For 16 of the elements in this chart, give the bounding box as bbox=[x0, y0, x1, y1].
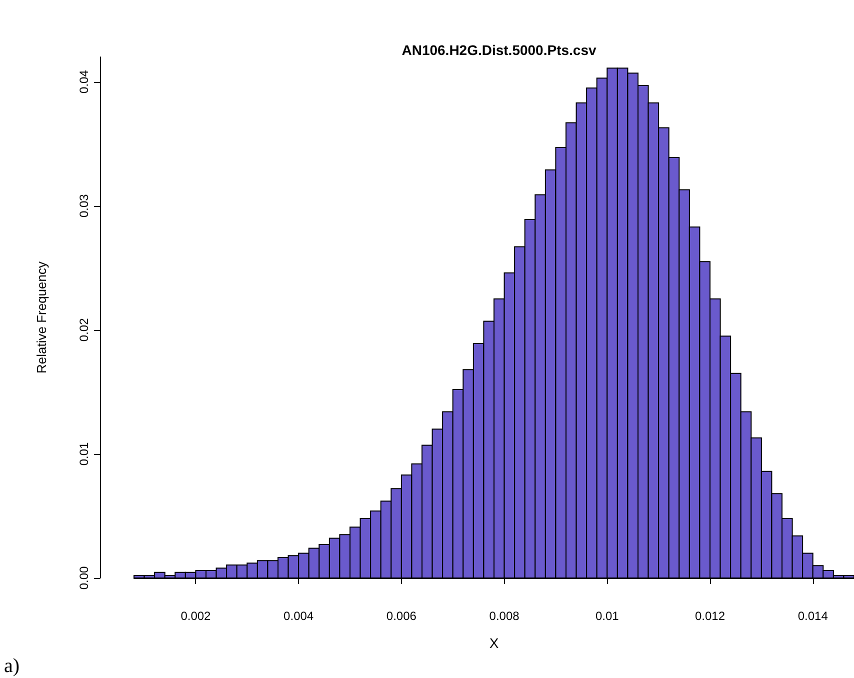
y-tick-label: 0.00 bbox=[77, 566, 91, 590]
text: a) bbox=[4, 655, 20, 677]
x-tick-label: 0.014 bbox=[798, 609, 828, 623]
x-tick-label: 0.004 bbox=[284, 609, 314, 623]
y-tick-label: 0.04 bbox=[77, 70, 91, 94]
y-tick-label: 0.02 bbox=[77, 318, 91, 342]
x-axis-title: X bbox=[489, 635, 500, 651]
y-tick-label: 0.03 bbox=[77, 194, 91, 218]
x-tick-label: 0.01 bbox=[595, 609, 620, 623]
y-tick-label: 0.01 bbox=[77, 442, 91, 466]
y-axis-title: Relative Frequency bbox=[34, 261, 49, 374]
x-tick-label: 0.002 bbox=[180, 609, 212, 623]
chart-title: AN106.H2G.Dist.5000.Pts.csv bbox=[402, 42, 596, 58]
x-tick-label: 0.012 bbox=[694, 609, 726, 623]
x-tick-label: 0.008 bbox=[489, 609, 520, 623]
x-tick-label: 0.006 bbox=[386, 609, 417, 623]
